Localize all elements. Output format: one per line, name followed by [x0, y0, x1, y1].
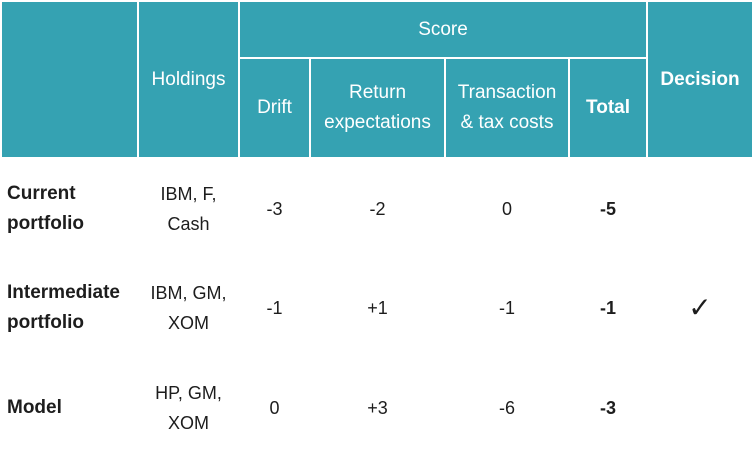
- return-expectations-header: Return expectations: [309, 57, 446, 159]
- return-cell: +1: [367, 298, 388, 318]
- costs-cell: -6: [498, 398, 515, 418]
- decision-cell: [647, 358, 752, 458]
- score-group-header: Score: [237, 0, 649, 59]
- total-cell: -1: [600, 298, 617, 318]
- return-cell: -2: [369, 198, 386, 219]
- table-row: Model HP, GM, XOM 0 +3 -6 -3: [1, 358, 752, 458]
- total-cell: -3: [600, 398, 617, 418]
- table-header: Holdings Score Decision Drift Return exp…: [0, 0, 752, 159]
- decision-header: Decision: [646, 0, 752, 159]
- costs-cell: -1: [498, 298, 515, 318]
- table-row: Intermediate portfolio IBM, GM, XOM -1 +…: [1, 258, 752, 358]
- total-header: Total: [567, 57, 649, 159]
- costs-cell: 0: [501, 198, 512, 219]
- table-row: Current portfolio IBM, F, Cash -3 -2 0 -…: [1, 158, 752, 258]
- decision-checkmark-icon: ✓: [688, 292, 712, 323]
- drift-cell: -1: [266, 298, 283, 318]
- decision-cell: [647, 158, 752, 258]
- corner-header-cell: [0, 0, 139, 159]
- holdings-cell: HP, GM, XOM: [155, 383, 222, 433]
- row-label: Intermediate portfolio: [7, 282, 120, 333]
- drift-header: Drift: [238, 57, 311, 159]
- row-label: Model: [7, 397, 62, 418]
- transaction-costs-header: Transaction & tax costs: [444, 57, 570, 159]
- table-body: Current portfolio IBM, F, Cash -3 -2 0 -…: [1, 158, 752, 458]
- holdings-cell: IBM, F, Cash: [160, 183, 217, 234]
- return-cell: +3: [367, 398, 388, 418]
- drift-cell: 0: [269, 398, 280, 418]
- drift-cell: -3: [266, 198, 283, 219]
- holdings-cell: IBM, GM, XOM: [150, 283, 227, 333]
- total-cell: -5: [600, 198, 617, 219]
- holdings-header: Holdings: [137, 0, 240, 159]
- row-label: Current portfolio: [7, 182, 85, 234]
